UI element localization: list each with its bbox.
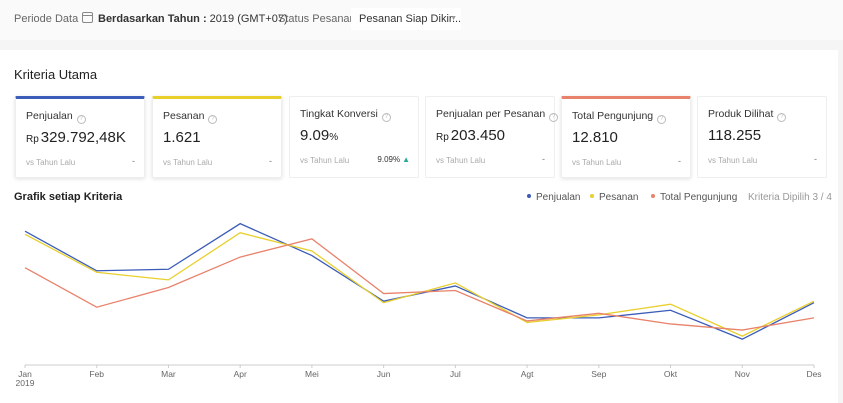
comparison-label: vs Tahun Lalu bbox=[708, 156, 758, 165]
status-value: Pesanan Siap Dikir... bbox=[359, 13, 461, 25]
metric-label-text: Penjualan per Pesanan bbox=[436, 108, 546, 120]
series-line-1[interactable] bbox=[24, 232, 815, 337]
period-label: Periode Data bbox=[14, 13, 79, 25]
metric-value: Rp 203.450 bbox=[436, 127, 505, 144]
info-icon[interactable]: ? bbox=[208, 115, 218, 124]
metric-value-text: 118.255 bbox=[708, 127, 762, 144]
series-line-2[interactable] bbox=[24, 238, 815, 331]
arrow-up-icon: ▲ bbox=[402, 155, 410, 164]
x-tick-year-label: 2019 bbox=[16, 378, 35, 388]
metric-label: Produk Dilihat? bbox=[708, 108, 787, 122]
line-chart: Jan Feb Mar Apr Mei Jun Jul Agt Sep Okt Nov Des 2019 bbox=[16, 222, 822, 388]
legend-swatch bbox=[590, 194, 594, 198]
metric-change-text: 9.09% bbox=[377, 155, 401, 164]
metric-change-text: - bbox=[542, 154, 545, 164]
chevron-down-icon: ▼ bbox=[450, 15, 457, 22]
metric-card[interactable]: Tingkat Konversi? 9.09% vs Tahun Lalu 9.09%… bbox=[289, 96, 419, 178]
legend-label: Penjualan bbox=[536, 192, 581, 203]
x-tick-label: Jan bbox=[18, 369, 32, 379]
x-tick-label: Agt bbox=[521, 369, 534, 379]
legend-swatch bbox=[527, 194, 531, 198]
metric-label-text: Produk Dilihat bbox=[708, 108, 774, 120]
x-tick-label: Apr bbox=[234, 369, 247, 379]
metric-label: Penjualan? bbox=[26, 110, 86, 124]
info-icon[interactable]: ? bbox=[76, 115, 86, 124]
metric-label: Tingkat Konversi? bbox=[300, 108, 391, 122]
x-tick-label: Feb bbox=[89, 369, 104, 379]
info-icon[interactable]: ? bbox=[549, 113, 559, 122]
currency-prefix: Rp bbox=[436, 132, 449, 143]
metric-value: 1.621 bbox=[163, 129, 201, 146]
metric-suffix: % bbox=[329, 132, 339, 143]
calendar-icon[interactable] bbox=[82, 12, 93, 23]
metric-change: - bbox=[132, 156, 135, 166]
metric-change: - bbox=[678, 156, 681, 166]
metric-label-text: Penjualan bbox=[26, 110, 73, 122]
period-selector[interactable]: Berdasarkan Tahun : 2019 (GMT+07) bbox=[98, 13, 288, 25]
metric-value-text: 203.450 bbox=[450, 127, 506, 144]
metric-card[interactable]: Total Pengunjung? 12.810 vs Tahun Lalu - bbox=[561, 96, 691, 178]
comparison-label: vs Tahun Lalu bbox=[436, 156, 486, 165]
chart-title: Grafik setiap Kriteria bbox=[14, 191, 123, 203]
metric-label-text: Tingkat Konversi bbox=[300, 108, 378, 120]
metric-change-text: - bbox=[132, 156, 135, 166]
main-panel: Kriteria Utama Penjualan? Rp 329.792,48K vs… bbox=[0, 50, 838, 403]
comparison-label: vs Tahun Lalu bbox=[163, 158, 213, 167]
metric-value-text: 329.792,48K bbox=[40, 129, 126, 146]
metric-change: - bbox=[814, 154, 817, 164]
metric-label-text: Total Pengunjung bbox=[572, 110, 654, 122]
legend-swatch bbox=[651, 194, 655, 198]
info-icon[interactable]: ? bbox=[777, 113, 787, 122]
legend-label: Total Pengunjung bbox=[660, 192, 738, 203]
legend-item[interactable]: Penjualan bbox=[527, 192, 580, 203]
x-tick-label: Des bbox=[806, 369, 821, 379]
metric-change-text: - bbox=[269, 156, 272, 166]
info-icon[interactable]: ? bbox=[657, 115, 667, 124]
x-tick-label: Nov bbox=[735, 369, 751, 379]
filter-bar: Periode Data Berdasarkan Tahun : 2019 (G… bbox=[0, 0, 843, 40]
metric-label: Total Pengunjung? bbox=[572, 110, 667, 124]
comparison-label: vs Tahun Lalu bbox=[572, 158, 622, 167]
metric-value: 9.09% bbox=[300, 127, 340, 144]
metric-value: 118.255 bbox=[708, 127, 761, 144]
section-title: Kriteria Utama bbox=[14, 67, 98, 82]
metric-value: 12.810 bbox=[572, 129, 618, 146]
currency-prefix: Rp bbox=[26, 134, 39, 145]
metric-card[interactable]: Pesanan? 1.621 vs Tahun Lalu - bbox=[152, 96, 282, 178]
comparison-label: vs Tahun Lalu bbox=[300, 156, 350, 165]
x-tick-label: Jun bbox=[377, 369, 391, 379]
metric-value-text: 9.09 bbox=[300, 127, 330, 144]
period-value: 2019 (GMT+07) bbox=[209, 13, 288, 25]
metric-change: 9.09% ▲ bbox=[377, 155, 410, 164]
period-mode: Berdasarkan Tahun : bbox=[98, 13, 207, 25]
metric-value-text: 1.621 bbox=[163, 129, 201, 146]
comparison-label: vs Tahun Lalu bbox=[26, 158, 76, 167]
metric-label: Penjualan per Pesanan? bbox=[436, 108, 559, 122]
metric-change: - bbox=[542, 154, 545, 164]
x-tick-label: Mei bbox=[305, 369, 319, 379]
status-select[interactable]: Pesanan Siap Dikir... ▼ bbox=[351, 8, 461, 30]
x-tick-label: Mar bbox=[161, 369, 176, 379]
criteria-selected-count: Kriteria Dipilih 3 / 4 bbox=[748, 192, 832, 203]
metric-value-text: 12.810 bbox=[572, 129, 618, 146]
metric-label-text: Pesanan bbox=[163, 110, 205, 122]
metric-change: - bbox=[269, 156, 272, 166]
metric-card[interactable]: Penjualan? Rp 329.792,48K vs Tahun Lalu - bbox=[15, 96, 145, 178]
metric-change-text: - bbox=[678, 156, 681, 166]
metric-change-text: - bbox=[814, 154, 817, 164]
legend-item[interactable]: Pesanan bbox=[590, 192, 638, 203]
legend-item[interactable]: Total Pengunjung bbox=[651, 192, 737, 203]
legend-label: Pesanan bbox=[599, 192, 639, 203]
x-tick-label: Sep bbox=[591, 369, 606, 379]
metric-card[interactable]: Produk Dilihat? 118.255 vs Tahun Lalu - bbox=[697, 96, 827, 178]
metric-card[interactable]: Penjualan per Pesanan? Rp 203.450 vs Tahun … bbox=[425, 96, 559, 178]
series-line-0[interactable] bbox=[24, 222, 815, 340]
x-tick-label: Okt bbox=[664, 369, 678, 379]
metric-value: Rp 329.792,48K bbox=[26, 129, 126, 146]
status-label: Status Pesanan bbox=[278, 13, 356, 25]
x-tick-label: Jul bbox=[450, 369, 461, 379]
info-icon[interactable]: ? bbox=[381, 113, 391, 122]
metric-label: Pesanan? bbox=[163, 110, 218, 124]
